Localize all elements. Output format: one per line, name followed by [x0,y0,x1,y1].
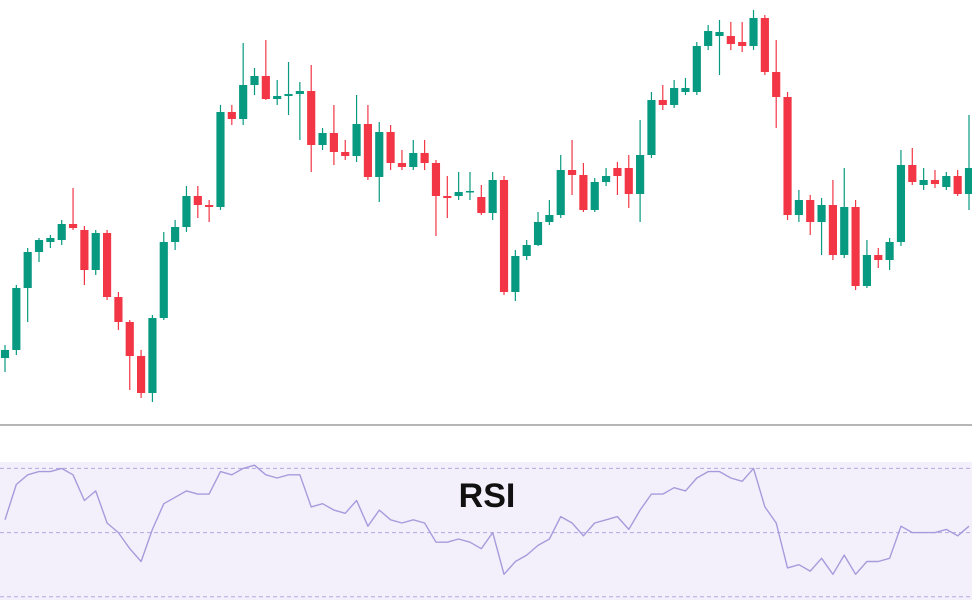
candle-body [511,256,520,292]
candle-body [953,176,962,194]
candle-body [341,152,350,156]
candle-body [794,200,803,215]
candle-body [307,91,316,145]
candle-body [12,288,21,350]
candle-body [749,18,758,46]
candle-body [806,200,815,222]
candle-body [533,222,543,245]
candle-body [250,76,259,85]
candle-body [704,31,713,46]
rsi-line [4,464,970,575]
rsi-band [0,462,972,600]
candle-body [885,242,894,260]
candle-body [499,180,509,292]
candle-body [919,180,928,185]
candle-body [760,18,769,72]
candle-body [681,88,690,92]
candle-body [375,132,384,177]
candle-body [239,85,248,119]
candle-body [601,176,611,182]
candle-body [216,112,225,207]
candle-body [488,180,497,213]
candle-body [91,233,100,270]
candle-body [0,350,10,358]
candle-body [522,245,531,256]
candle-body [420,153,429,163]
candle-body [738,42,747,46]
candle-body [386,132,395,163]
candle-body [227,112,236,119]
candle-body [862,255,872,286]
candle-body [102,233,112,297]
candle-body [465,191,475,193]
candle-body [295,91,304,94]
candle-body [352,124,361,156]
candle-body [556,170,565,215]
candle-body [715,32,724,36]
candle-body [159,242,168,318]
candle-body [46,238,55,242]
candle-body [692,46,701,92]
candle-body [840,207,849,255]
candle-body [896,165,906,242]
candle-body [908,165,917,182]
candle-body [817,205,826,222]
candle-body [80,230,89,270]
candle-body [613,168,622,176]
candle-body [477,197,486,213]
candle-body [624,168,633,194]
candle-body [726,36,735,44]
candle-body [658,100,667,105]
candle-body [397,163,407,167]
rsi-title: RSI [459,477,516,515]
candle-body [284,94,293,96]
candle-body [783,97,792,215]
candle-body [567,170,577,175]
candle-body [942,176,951,187]
candle-body [205,205,214,207]
candle-body [590,182,599,210]
candle-body [273,96,282,99]
candle-body [125,322,134,356]
candle-body [261,76,270,99]
candle-body [318,133,327,145]
candle-body [137,356,146,393]
candle-body [443,196,452,198]
candle-body [647,100,656,155]
candle-body [171,227,180,242]
candle-body [114,297,123,322]
candle-body [23,252,32,288]
candle-body [874,255,883,260]
candle-body [193,196,202,205]
candle-body [431,163,441,196]
candle-body [851,207,860,286]
candle-body [579,175,588,210]
candle-body [34,240,44,252]
candle-body [670,88,679,105]
candle-body [964,168,972,194]
candle-body [148,318,157,393]
candle-body [68,224,78,228]
candle-body [828,205,837,255]
candle-body [930,180,940,184]
candle-body [772,72,781,97]
candle-body [57,224,66,240]
candle-body [545,215,554,222]
candle-body [363,124,373,177]
candle-body [329,133,338,152]
candle-body [409,153,418,167]
candle-body [182,196,191,227]
candle-body [636,155,645,194]
candle-body [454,192,463,196]
